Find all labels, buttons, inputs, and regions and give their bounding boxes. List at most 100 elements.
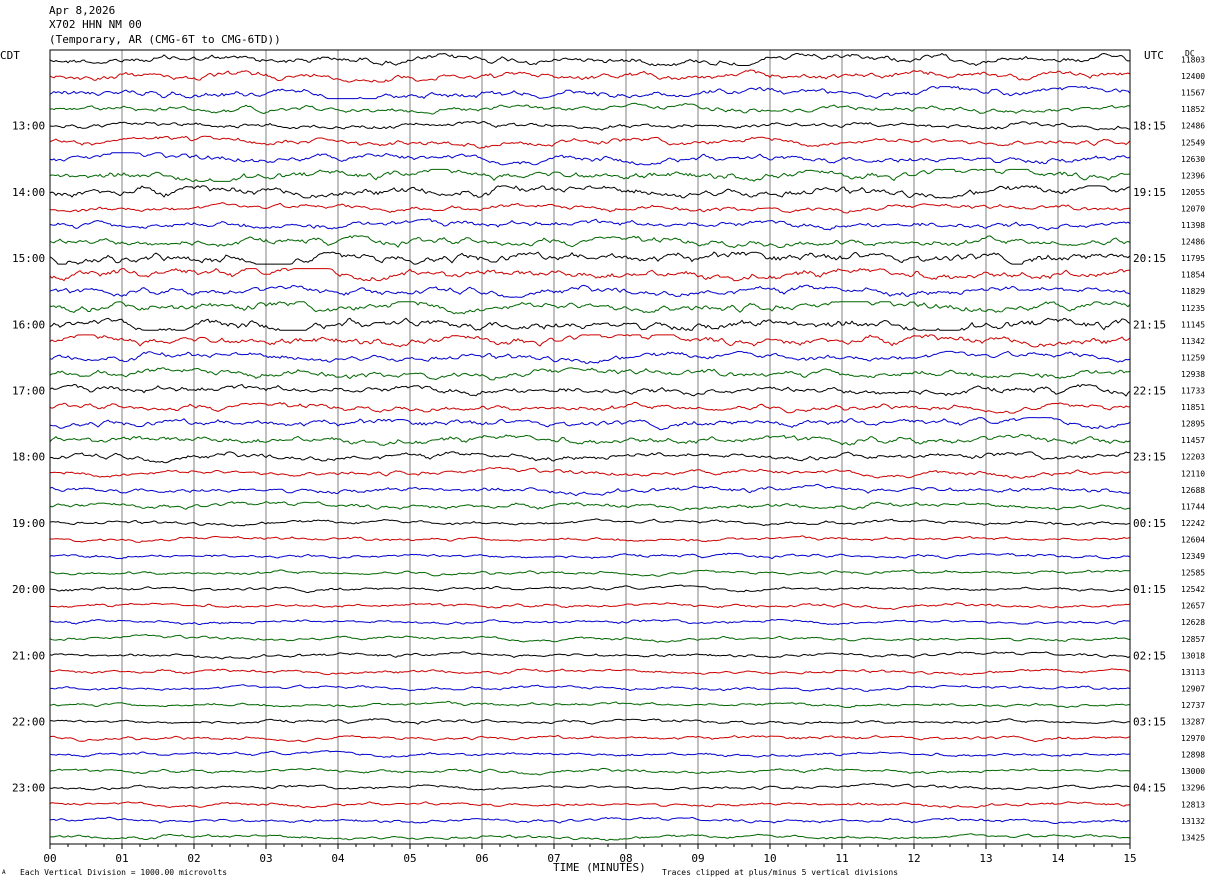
dc-offset-label: 11457 <box>1181 436 1205 445</box>
scale-note: Each Vertical Division = 1000.00 microvo… <box>20 868 228 877</box>
dc-offset-label: 12657 <box>1181 602 1205 611</box>
dc-offset-label: 11733 <box>1181 387 1205 396</box>
left-timezone-label: CDT <box>0 49 20 62</box>
dc-offset-label: 13113 <box>1181 668 1205 677</box>
dc-offset-label: 13425 <box>1181 833 1205 842</box>
seismic-trace <box>49 501 1131 511</box>
seismic-trace <box>49 816 1131 824</box>
plot-frame <box>49 49 1131 845</box>
dc-offset-label: 12486 <box>1181 238 1205 247</box>
dc-offset-label: 12907 <box>1181 684 1205 693</box>
x-tick-label: 00 <box>43 852 56 865</box>
seismic-trace <box>49 750 1131 758</box>
seismic-trace <box>49 317 1131 331</box>
dc-offset-label: 13018 <box>1181 651 1205 660</box>
x-axis-title: TIME (MINUTES) <box>553 861 646 874</box>
row-labels: 11803 12400 11567 11852 12486 13:00 18:15 12549… <box>12 56 1205 843</box>
seismic-trace <box>49 284 1131 298</box>
corner-mark: A <box>2 869 6 876</box>
seismic-trace <box>49 433 1131 447</box>
right-hour-label: 20:15 <box>1133 252 1166 265</box>
seismic-trace <box>49 367 1131 381</box>
left-hour-label: 14:00 <box>12 186 45 199</box>
seismic-trace <box>49 767 1131 776</box>
dc-offset-label: 12542 <box>1181 585 1205 594</box>
header-station: X702 HHN NM 00 <box>49 18 142 31</box>
dc-offset-label: 13287 <box>1181 718 1205 727</box>
x-tick-label: 11 <box>835 852 848 865</box>
header-network: (Temporary, AR (CMG-6T to CMG-6TD)) <box>49 33 281 46</box>
header-date: Apr 8,2026 <box>49 4 116 17</box>
left-hour-label: 22:00 <box>12 716 45 729</box>
seismic-trace <box>49 202 1131 214</box>
seismic-trace <box>49 85 1131 100</box>
x-tick-label: 06 <box>475 852 488 865</box>
seismic-trace <box>49 700 1131 709</box>
x-tick-label: 03 <box>259 852 272 865</box>
x-tick-label: 14 <box>1051 852 1065 865</box>
seismic-trace <box>49 417 1131 431</box>
dc-offset-label: 11851 <box>1181 403 1205 412</box>
right-hour-label: 23:15 <box>1133 451 1166 464</box>
seismic-trace <box>49 152 1131 166</box>
clip-note: Traces clipped at plus/minus 5 vertical … <box>662 868 899 877</box>
seismic-trace <box>49 535 1131 543</box>
dc-offset-label: 11145 <box>1181 320 1205 329</box>
seismic-trace <box>49 218 1131 231</box>
dc-offset-label: 12737 <box>1181 701 1205 710</box>
right-hour-label: 21:15 <box>1133 318 1166 331</box>
left-hour-label: 23:00 <box>12 782 45 795</box>
dc-offset-label: 13296 <box>1181 784 1205 793</box>
left-hour-label: 19:00 <box>12 517 45 530</box>
dc-offset-label: 12110 <box>1181 469 1205 478</box>
x-tick-label: 12 <box>907 852 920 865</box>
x-tick-label: 07 <box>547 852 560 865</box>
right-hour-label: 01:15 <box>1133 583 1166 596</box>
seismic-trace <box>49 801 1131 809</box>
x-tick-label: 01 <box>115 852 128 865</box>
dc-offset-label: 12486 <box>1181 122 1205 131</box>
x-tick-label: 04 <box>331 852 345 865</box>
right-hour-label: 22:15 <box>1133 385 1166 398</box>
dc-offset-label: 11803 <box>1181 56 1205 65</box>
seismic-trace <box>49 334 1131 348</box>
right-hour-label: 00:15 <box>1133 517 1166 530</box>
seismic-trace <box>49 618 1131 626</box>
left-hour-label: 17:00 <box>12 385 45 398</box>
right-hour-label: 19:15 <box>1133 186 1166 199</box>
right-hour-label: 18:15 <box>1133 120 1166 133</box>
seismic-trace <box>49 69 1131 83</box>
seismic-trace <box>49 518 1131 527</box>
seismic-trace <box>49 451 1131 464</box>
x-tick-label: 05 <box>403 852 416 865</box>
left-hour-label: 18:00 <box>12 451 45 464</box>
dc-offset-label: 11852 <box>1181 105 1205 114</box>
seismic-trace <box>49 168 1131 182</box>
seismic-trace <box>49 668 1131 676</box>
dc-offset-label: 12585 <box>1181 569 1205 578</box>
x-tick-label: 10 <box>763 852 776 865</box>
seismic-trace <box>49 718 1130 725</box>
dc-offset-label: 12349 <box>1181 552 1205 561</box>
dc-offset-label: 12938 <box>1181 370 1205 379</box>
dc-offset-label: 12396 <box>1181 171 1205 180</box>
right-hour-label: 04:15 <box>1133 782 1166 795</box>
dc-offset-label: 13000 <box>1181 767 1205 776</box>
dc-offset-label: 12813 <box>1181 800 1205 809</box>
dc-offset-label: 12630 <box>1181 155 1205 164</box>
dc-offset-label: 11744 <box>1181 502 1205 511</box>
seismic-trace <box>49 483 1131 497</box>
dc-offset-label: 12242 <box>1181 519 1205 528</box>
seismic-trace <box>49 52 1131 67</box>
seismic-trace <box>49 602 1131 611</box>
seismic-trace <box>49 684 1131 692</box>
seismic-trace <box>49 301 1131 315</box>
dc-offset-label: 12970 <box>1181 734 1205 743</box>
right-timezone-label: UTC <box>1144 49 1164 62</box>
dc-offset-label: 12688 <box>1181 486 1205 495</box>
seismic-trace <box>49 466 1131 479</box>
dc-offset-label: 11235 <box>1181 304 1205 313</box>
dc-offset-label: 12604 <box>1181 535 1205 544</box>
x-tick-label: 15 <box>1123 852 1136 865</box>
